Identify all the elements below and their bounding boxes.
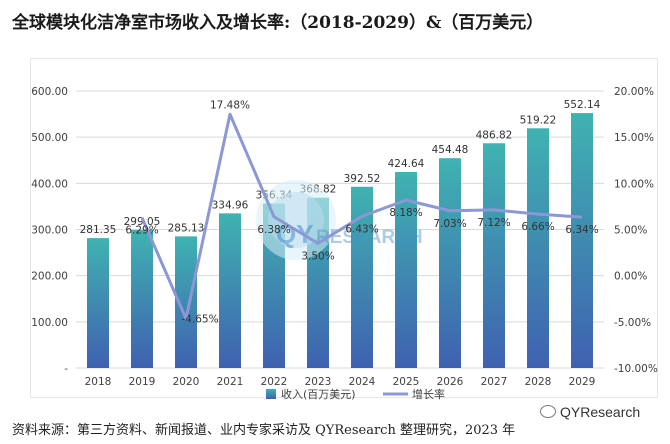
revenue-value-label: 454.48 bbox=[432, 144, 469, 156]
x-axis-year-label: 2019 bbox=[129, 376, 156, 388]
watermark-label: QYResearch bbox=[560, 404, 641, 420]
x-axis-year-label: 2024 bbox=[349, 376, 376, 388]
x-axis-year-label: 2026 bbox=[437, 376, 464, 388]
growth-rate-label: 6.34% bbox=[565, 224, 598, 236]
qyresearch-watermark: QY RESEARCH bbox=[256, 180, 423, 260]
right-axis-tick-label: 20.00% bbox=[614, 86, 654, 98]
revenue-value-label: 486.82 bbox=[476, 129, 513, 141]
revenue-value-label: 285.13 bbox=[168, 222, 205, 234]
x-axis-year-label: 2022 bbox=[261, 376, 288, 388]
x-axis-year-label: 2025 bbox=[393, 376, 420, 388]
right-axis-tick-label: 10.00% bbox=[614, 178, 654, 190]
revenue-bar-labels: 281.35299.05285.13334.96356.34368.82392.… bbox=[80, 99, 601, 236]
revenue-bar bbox=[439, 158, 461, 368]
x-axis-year-label: 2020 bbox=[173, 376, 200, 388]
revenue-bar bbox=[483, 143, 505, 368]
revenue-value-label: 392.52 bbox=[344, 173, 381, 185]
revenue-bar bbox=[351, 186, 373, 368]
revenue-value-label: 299.05 bbox=[124, 216, 161, 228]
wechat-watermark: QYResearch bbox=[540, 404, 640, 420]
left-axis-tick-label: 500.00 bbox=[31, 132, 68, 144]
x-axis-year-label: 2021 bbox=[217, 376, 244, 388]
wechat-icon bbox=[540, 405, 556, 418]
right-axis-tick-label: 5.00% bbox=[614, 225, 647, 237]
revenue-value-label: 552.14 bbox=[564, 99, 601, 111]
gridlines bbox=[76, 90, 604, 369]
x-axis-year-label: 2027 bbox=[481, 376, 508, 388]
growth-rate-label: 7.03% bbox=[433, 218, 466, 230]
revenue-value-label: 424.64 bbox=[388, 158, 425, 170]
revenue-value-label: 334.96 bbox=[212, 199, 249, 211]
growth-rate-label: 6.38% bbox=[257, 224, 290, 236]
left-axis-tick-label: 400.00 bbox=[31, 178, 68, 190]
right-axis-tick-label: -5.00% bbox=[614, 317, 651, 329]
revenue-bar bbox=[87, 238, 109, 368]
growth-rate-label: 17.48% bbox=[210, 99, 250, 111]
left-axis-ticks: - 100.00 200.00 300.00 400.00 500.00 600.00 bbox=[31, 86, 68, 375]
growth-rate-label: 3.50% bbox=[301, 250, 334, 262]
left-axis-tick-label: 100.00 bbox=[31, 317, 68, 329]
left-axis-tick-label: - bbox=[64, 363, 68, 375]
growth-rate-label: 6.29% bbox=[125, 225, 158, 237]
left-axis-tick-label: 200.00 bbox=[31, 271, 68, 283]
left-axis-tick-label: 300.00 bbox=[31, 225, 68, 237]
growth-rate-label: 7.12% bbox=[477, 217, 510, 229]
growth-rate-labels: 6.29% -4.65% 17.48% 6.38% 3.50% 6.43% 8.18% 7.0… bbox=[125, 99, 598, 325]
revenue-bar bbox=[527, 128, 549, 368]
growth-rate-line bbox=[140, 112, 583, 321]
right-axis-ticks: -10.00% -5.00% 0.00% 5.00% 10.00% 15.00% 20.00… bbox=[614, 86, 658, 375]
svg-text:QY: QY bbox=[276, 219, 314, 249]
chart-legend: 收入(百万美元) 增长率 bbox=[266, 387, 445, 401]
revenue-value-label: 519.22 bbox=[520, 114, 557, 126]
growth-rate-label: -4.65% bbox=[181, 314, 218, 326]
revenue-bar bbox=[219, 213, 241, 368]
revenue-value-label: 281.35 bbox=[80, 224, 117, 236]
x-axis-year-label: 2018 bbox=[85, 376, 112, 388]
x-axis-year-label: 2028 bbox=[525, 376, 552, 388]
revenue-bar bbox=[175, 236, 197, 368]
x-axis-labels: 2018 2019 2020 2021 2022 2023 2024 2025 2026 2027… bbox=[85, 376, 596, 388]
growth-rate-label: 6.43% bbox=[345, 223, 378, 235]
legend-growth-label: 增长率 bbox=[412, 387, 445, 401]
left-axis-tick-label: 600.00 bbox=[31, 86, 68, 98]
right-axis-tick-label: 15.00% bbox=[614, 132, 654, 144]
x-axis-year-label: 2029 bbox=[569, 376, 596, 388]
revenue-bar bbox=[395, 171, 417, 368]
source-note: 资料来源：第三方资料、新闻报道、业内专家采访及 QYResearch 整理研究，… bbox=[12, 423, 516, 438]
legend-revenue-swatch bbox=[266, 389, 276, 399]
x-axis-year-label: 2023 bbox=[305, 376, 332, 388]
revenue-bar bbox=[131, 229, 153, 368]
growth-rate-label: 6.66% bbox=[521, 221, 554, 233]
right-axis-tick-label: 0.00% bbox=[614, 271, 647, 283]
revenue-bar bbox=[571, 113, 593, 368]
legend-revenue-label: 收入(百万美元) bbox=[281, 387, 356, 401]
svg-text:RESEARCH: RESEARCH bbox=[316, 227, 423, 248]
growth-rate-label: 8.18% bbox=[389, 207, 422, 219]
chart-title: 全球模块化洁净室市场收入及增长率:（2018-2029）&（百万美元） bbox=[12, 13, 544, 33]
right-axis-tick-label: -10.00% bbox=[614, 363, 658, 375]
